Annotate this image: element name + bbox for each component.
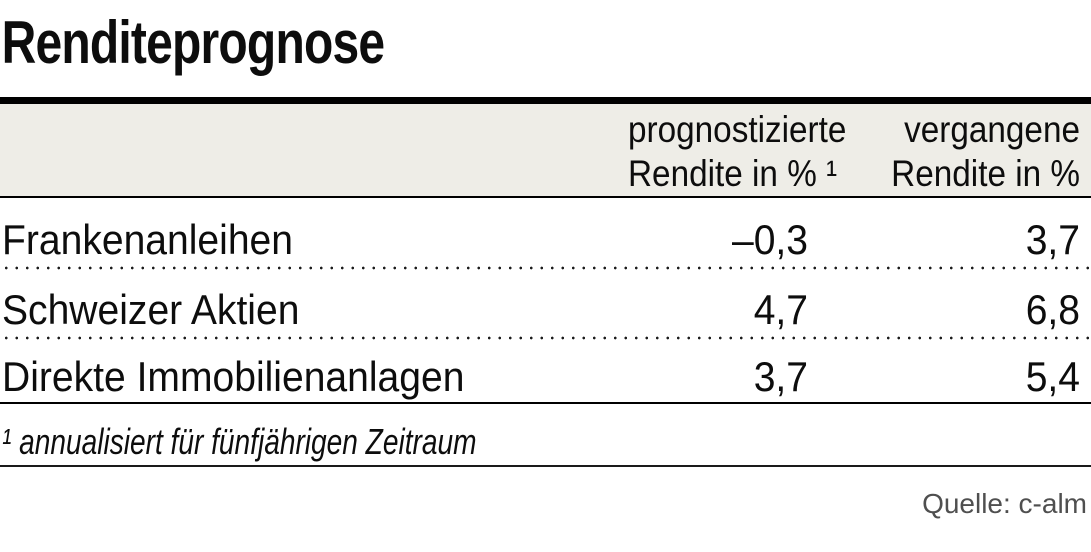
past-value: 6,8 <box>1025 286 1080 333</box>
column-header-past-line1: vergangene <box>904 109 1080 150</box>
source-credit: Quelle: c-alm <box>922 488 1087 519</box>
source-area: Quelle: c-alm <box>0 467 1091 519</box>
column-header-forecast-line1: prognostizierte <box>628 109 847 150</box>
forecast-value: 4,7 <box>753 286 808 333</box>
past-value: 3,7 <box>1025 216 1080 263</box>
table-row: Schweizer Aktien 4,7 6,8 <box>0 270 1091 340</box>
table-row: Frankenanleihen –0,3 3,7 <box>0 198 1091 270</box>
column-header-past: vergangene Rendite in % <box>808 108 1080 196</box>
forecast-value: 3,7 <box>753 353 808 400</box>
header-spacer <box>2 108 608 196</box>
row-label: Schweizer Aktien <box>2 286 300 333</box>
footnote-text: ¹ annualisiert für fünfjährigen Zeitraum <box>2 421 477 462</box>
table-row: Direkte Immobilienanlagen 3,7 5,4 <box>0 340 1091 404</box>
table-header-row: prognostizierte Rendite in % ¹ vergangen… <box>0 104 1091 198</box>
column-header-forecast-line2: Rendite in % ¹ <box>628 153 838 194</box>
title-divider-rule <box>0 97 1091 104</box>
row-label: Direkte Immobilienanlagen <box>2 353 465 400</box>
title-area: Renditeprognose <box>0 0 1091 97</box>
row-label: Frankenanleihen <box>2 216 293 263</box>
column-header-forecast: prognostizierte Rendite in % ¹ <box>608 108 847 196</box>
column-header-past-line2: Rendite in % <box>891 153 1080 194</box>
past-value: 5,4 <box>1025 353 1080 400</box>
page-title: Renditeprognose <box>1 9 385 76</box>
footnote-row: ¹ annualisiert für fünfjährigen Zeitraum <box>0 404 1091 467</box>
forecast-value: –0,3 <box>731 216 808 263</box>
